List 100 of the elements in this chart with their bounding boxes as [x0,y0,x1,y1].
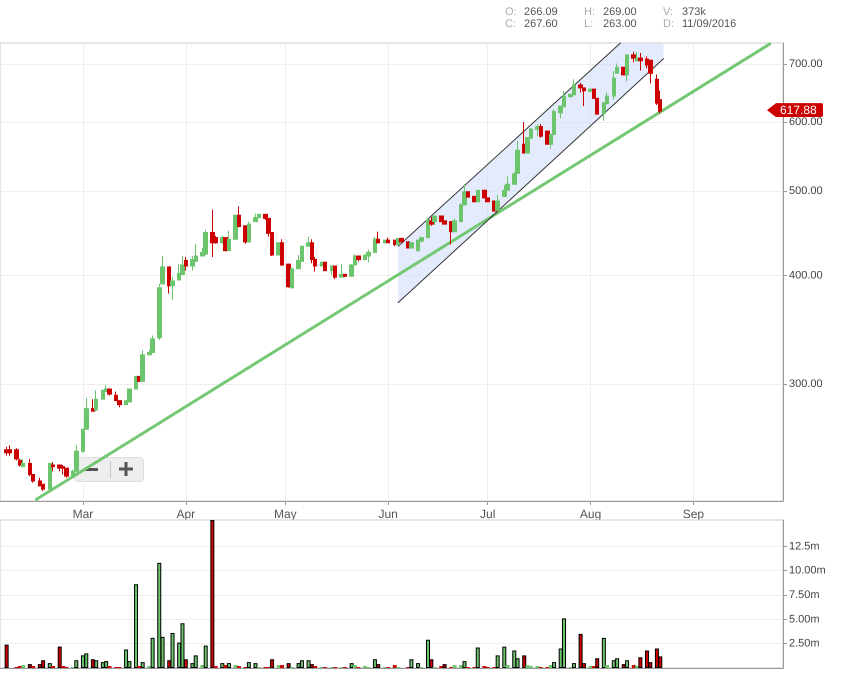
bar [94,660,98,668]
bar [234,665,238,668]
candlestick [140,350,145,382]
candlestick [127,388,132,402]
candlestick [466,191,470,198]
candlestick [356,255,361,262]
candlestick [386,237,390,244]
candlestick [323,262,327,272]
bar [150,638,155,668]
candlestick [638,52,643,72]
bar [552,662,556,668]
candlestick [572,78,576,96]
candlestick [482,190,487,198]
x-tick-label: Jun [378,507,398,521]
bar [140,662,145,668]
candlestick [233,214,238,240]
bar [416,663,420,668]
candlestick [439,215,444,222]
candlestick [184,256,188,272]
bar [28,664,32,668]
candlestick [625,54,629,82]
bar [632,665,636,668]
candlestick [333,265,337,280]
candlestick [48,462,52,492]
bar [615,658,620,668]
y-tick-label: 500.00 [789,185,823,198]
bar [280,665,284,668]
candlestick [94,390,98,412]
candlestick [495,194,500,212]
bar [4,644,9,668]
bar [286,663,291,668]
x-tick-label: Mar [72,507,94,521]
bar [300,660,304,668]
bar [48,663,52,668]
candlestick [51,461,55,472]
candlestick [227,230,231,252]
candlestick [432,215,437,226]
candlestick [373,236,377,253]
candlestick [167,266,171,294]
candlestick [107,388,112,396]
candlestick [539,124,543,138]
x-tick-label: May [274,507,297,521]
candlestick [635,51,639,62]
x-tick-label: Apr [176,507,196,521]
y-tick-label: 700.00 [789,58,823,70]
bar [462,661,466,668]
bar [372,659,377,668]
bar [246,662,251,668]
candlestick [306,236,311,247]
bar [204,646,208,668]
bar [41,660,46,668]
candlestick [247,221,251,244]
bar [170,632,175,668]
bar [625,660,630,668]
candlestick [426,218,430,238]
candlestick [150,335,155,354]
candlestick [476,190,480,202]
candlestick [582,87,586,107]
bar [134,584,138,668]
annotation: 617.88 [780,103,817,118]
candlestick [237,206,241,228]
y-tick-label: 12.5m [789,540,820,552]
candlestick [170,276,175,300]
candlestick [21,458,25,468]
candlestick [203,229,208,256]
bar [452,665,457,668]
y-tick-label: 10.00m [789,564,826,577]
candlestick [91,398,95,412]
candlestick [134,376,138,390]
y-tick-label: 2.50m [789,638,820,650]
bar [210,520,214,668]
candlestick [8,444,12,456]
text: V: 373k [663,6,706,19]
candlestick [64,468,69,478]
bar [426,640,430,668]
bar [644,650,649,668]
bar [572,663,576,668]
bar [296,663,301,668]
y-tick-label: 600.00 [789,116,823,128]
candlestick [343,274,347,278]
bar [310,664,314,668]
bar [353,665,358,668]
bar [476,648,480,668]
bar [350,663,354,668]
candlestick [57,464,62,472]
candlestick [253,213,258,222]
text: L: 263.00 [584,18,637,31]
bar [578,634,583,668]
bar [74,660,78,668]
bar [562,618,566,668]
bar [522,655,526,668]
bar [595,658,600,668]
candlestick [366,249,371,263]
text: H: 269.00 [584,6,637,19]
candlestick [339,264,344,278]
candlestick [409,241,414,250]
bar [496,655,500,668]
candlestick [290,267,294,290]
y-tick-label: 400.00 [789,269,823,282]
bar [124,650,128,668]
